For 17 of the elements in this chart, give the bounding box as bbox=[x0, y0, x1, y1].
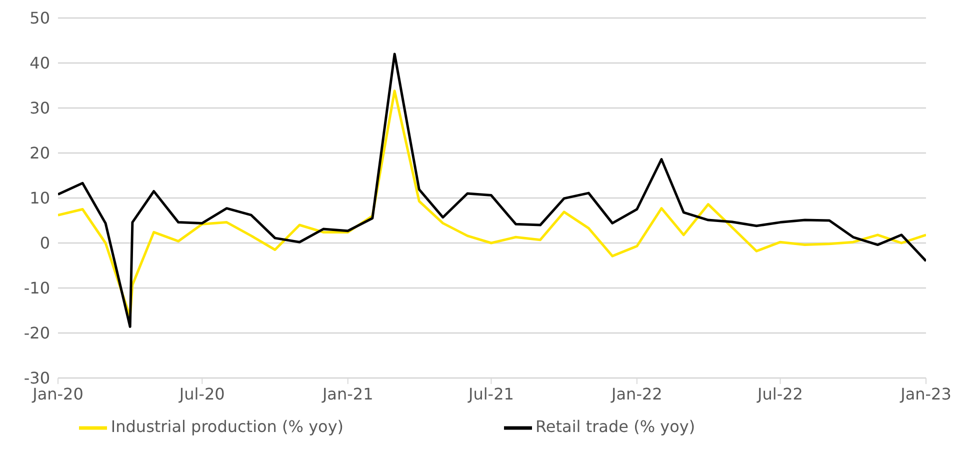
x-tick-label: Jul-20 bbox=[178, 384, 225, 404]
y-tick-label: 0 bbox=[40, 234, 50, 253]
x-tick-label: Jul-22 bbox=[756, 384, 803, 404]
x-tick-label: Jan-23 bbox=[900, 384, 952, 404]
x-tick-label: Jul-21 bbox=[467, 384, 514, 404]
y-tick-label: 40 bbox=[30, 54, 50, 73]
y-tick-label: -10 bbox=[24, 278, 50, 298]
line-series bbox=[58, 52, 926, 328]
y-tick-label: -20 bbox=[24, 324, 50, 343]
x-tick-label: Jan-21 bbox=[321, 384, 374, 404]
y-tick-label: 50 bbox=[30, 8, 50, 28]
y-tick-label: 20 bbox=[30, 144, 50, 163]
y-tick-label: 10 bbox=[30, 188, 50, 208]
legend-label: Retail trade (% yoy) bbox=[536, 417, 696, 436]
y-tick-label: 30 bbox=[30, 98, 50, 118]
legend-label: Industrial production (% yoy) bbox=[110, 417, 344, 436]
x-tick-label: Jan-22 bbox=[610, 384, 662, 404]
